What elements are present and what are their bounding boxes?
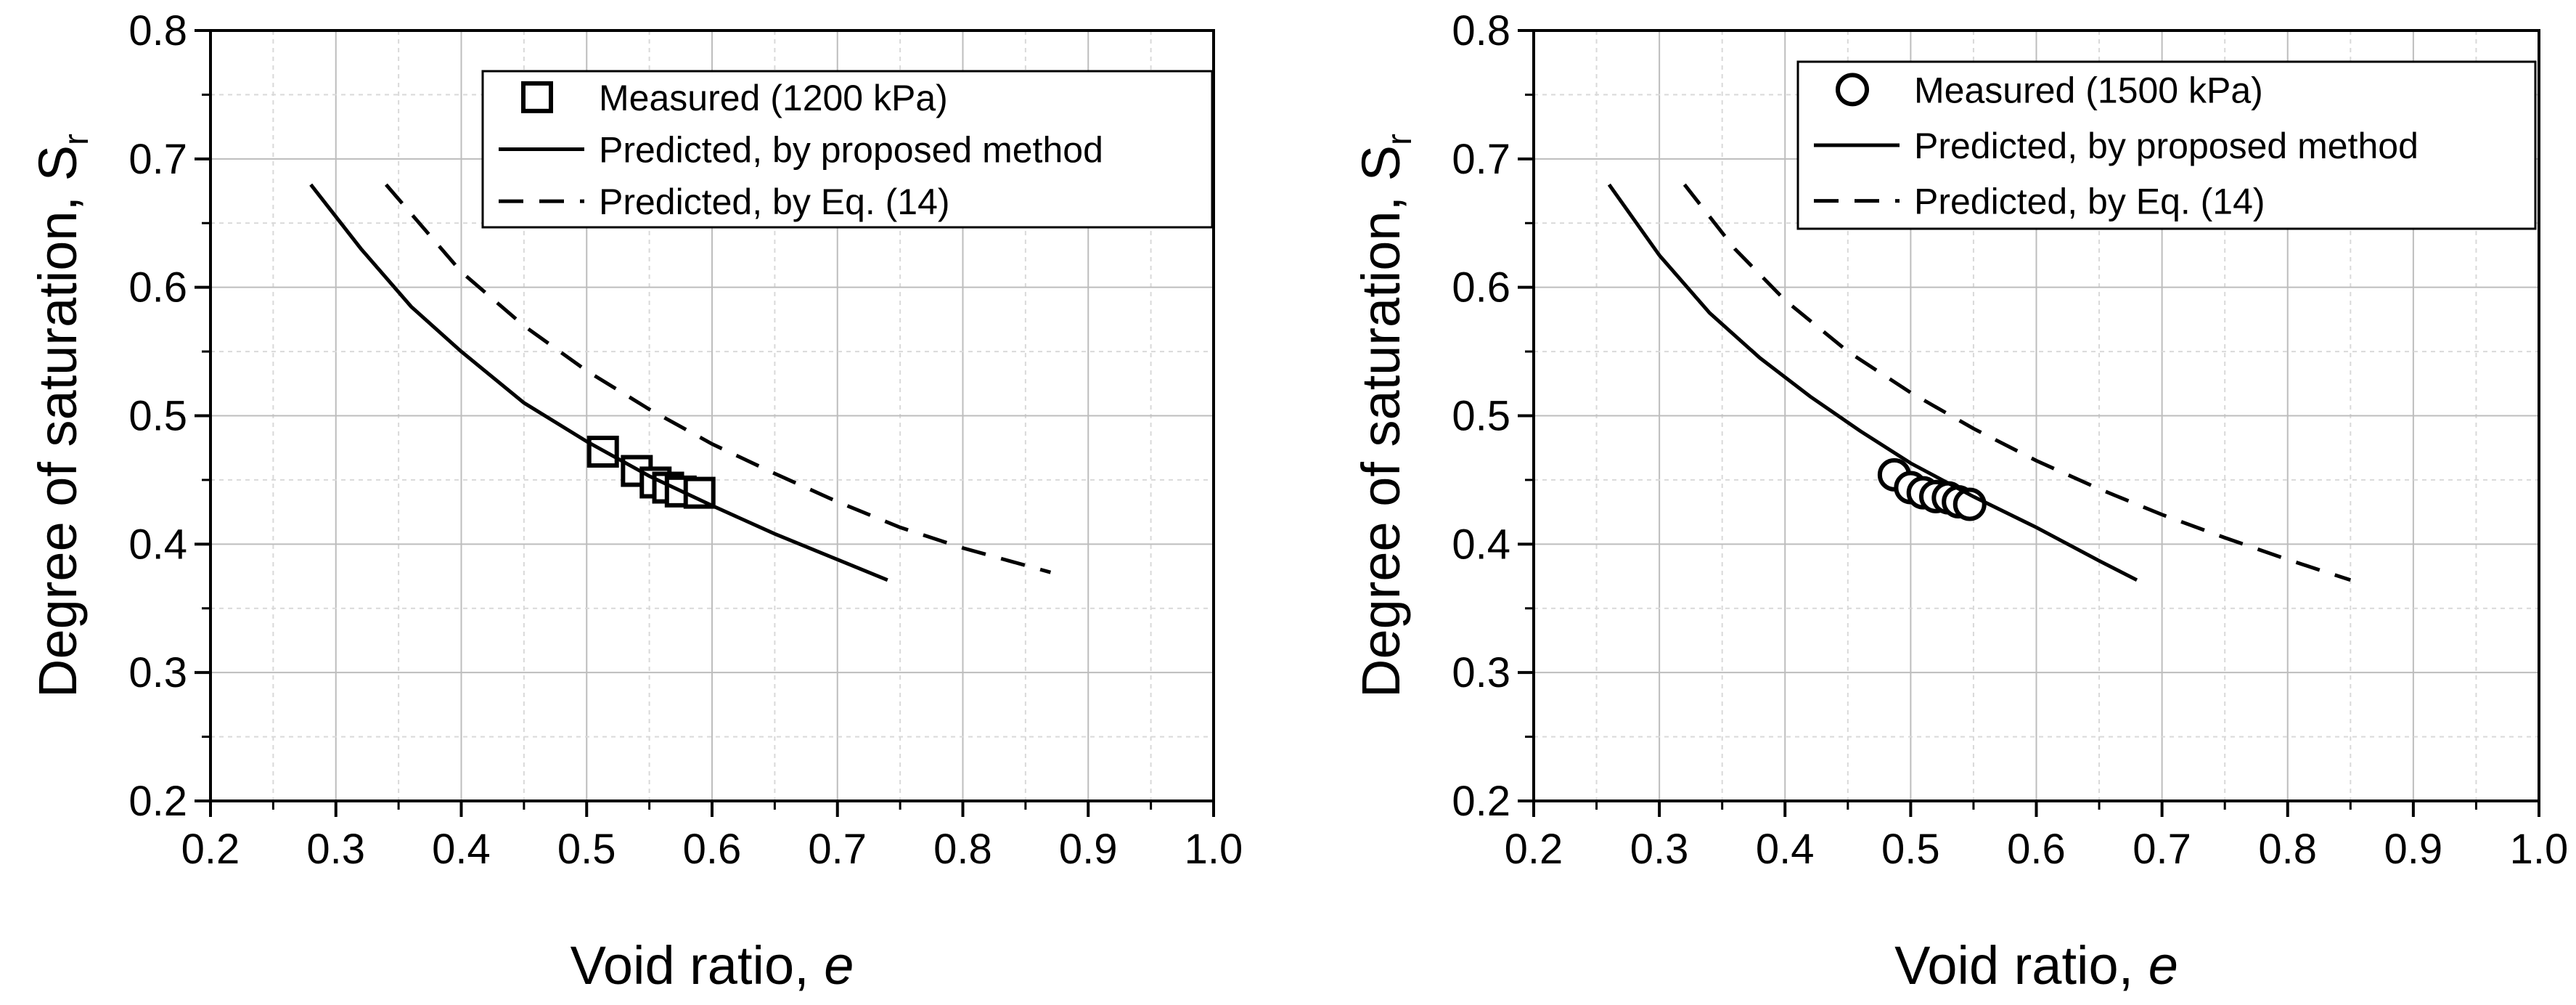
legend-box bbox=[481, 70, 1214, 229]
y-tick-label: 0.3 bbox=[128, 649, 187, 696]
chart-left-grid bbox=[210, 30, 1214, 801]
chart-right: 0.2 0.3 0.4 0.5 0.6 0.7 0.8 0.9 1.0 0.2 0.3 0.4 0.5 0… bbox=[1351, 7, 2568, 996]
x-tick-label: 0.2 bbox=[181, 826, 240, 873]
legend-entry: Predicted, by proposed method bbox=[1914, 126, 2418, 166]
y-tick-label: 0.3 bbox=[1452, 649, 1510, 696]
y-tick-label: 0.8 bbox=[128, 7, 187, 54]
y-tick-label: 0.6 bbox=[1452, 264, 1510, 312]
x-tick-label: 1.0 bbox=[1185, 826, 1243, 873]
legend-entry: Predicted, by Eq. (14) bbox=[1914, 182, 2265, 222]
chart-right-x-axis-title: Void ratio, e bbox=[1894, 935, 2178, 996]
x-tick-label: 0.7 bbox=[808, 826, 867, 873]
x-tick-label: 0.8 bbox=[933, 826, 992, 873]
eq14-curve bbox=[385, 183, 1052, 574]
x-tick-label: 0.9 bbox=[1059, 826, 1118, 873]
y-tick-label: 0.2 bbox=[128, 778, 187, 825]
x-tick-label: 0.5 bbox=[557, 826, 616, 873]
proposed-method-curve bbox=[1607, 183, 2138, 582]
eq14-curve bbox=[1682, 183, 2352, 582]
x-tick-label: 1.0 bbox=[2510, 826, 2569, 873]
legend-entry: Predicted, by proposed method bbox=[599, 130, 1103, 171]
legend-square-marker bbox=[521, 81, 553, 113]
y-tick-label: 0.4 bbox=[1452, 521, 1510, 568]
chart-left: 0.2 0.3 0.4 0.5 0.6 0.7 0.8 0.9 1.0 0.2 0.3 0.4 0.5 0… bbox=[28, 7, 1243, 996]
x-tick-label: 0.7 bbox=[2133, 826, 2191, 873]
x-tick-label: 0.4 bbox=[432, 826, 491, 873]
legend-box bbox=[1796, 60, 2537, 230]
x-tick-label: 0.9 bbox=[2384, 826, 2443, 873]
x-tick-label: 0.6 bbox=[2007, 826, 2066, 873]
x-tick-label: 0.5 bbox=[1881, 826, 1940, 873]
y-tick-label: 0.4 bbox=[128, 521, 187, 568]
legend-entry: Predicted, by Eq. (14) bbox=[599, 182, 950, 222]
chart-right-y-axis-title: Degree of saturation, Sr bbox=[1351, 134, 1419, 698]
y-tick-label: 0.2 bbox=[1452, 778, 1510, 825]
y-tick-label: 0.7 bbox=[1452, 136, 1510, 183]
x-tick-label: 0.2 bbox=[1505, 826, 1563, 873]
y-tick-label: 0.5 bbox=[128, 393, 187, 440]
proposed-method-curve bbox=[309, 183, 888, 582]
y-tick-label: 0.6 bbox=[128, 264, 187, 312]
x-tick-label: 0.3 bbox=[1630, 826, 1689, 873]
y-tick-label: 0.5 bbox=[1452, 393, 1510, 440]
legend-entry: Measured (1500 kPa) bbox=[1914, 70, 2263, 110]
chart-right-grid bbox=[1534, 30, 2539, 801]
legend-circle-marker bbox=[1836, 73, 1869, 107]
x-tick-label: 0.3 bbox=[306, 826, 365, 873]
y-tick-label: 0.7 bbox=[128, 136, 187, 183]
chart-left-y-axis-title: Degree of saturation, Sr bbox=[28, 134, 96, 698]
chart-left-legend: Measured (1200 kPa) Predicted, by propose… bbox=[481, 70, 1214, 229]
legend-entry: Measured (1200 kPa) bbox=[599, 78, 948, 118]
x-tick-label: 0.8 bbox=[2258, 826, 2317, 873]
chart-right-legend: Measured (1500 kPa) Predicted, by propose… bbox=[1796, 60, 2537, 230]
measured-point bbox=[683, 476, 716, 509]
x-tick-label: 0.6 bbox=[683, 826, 742, 873]
y-tick-label: 0.8 bbox=[1452, 7, 1510, 54]
chart-left-x-axis-title: Void ratio, e bbox=[571, 935, 854, 996]
x-tick-label: 0.4 bbox=[1756, 826, 1815, 873]
